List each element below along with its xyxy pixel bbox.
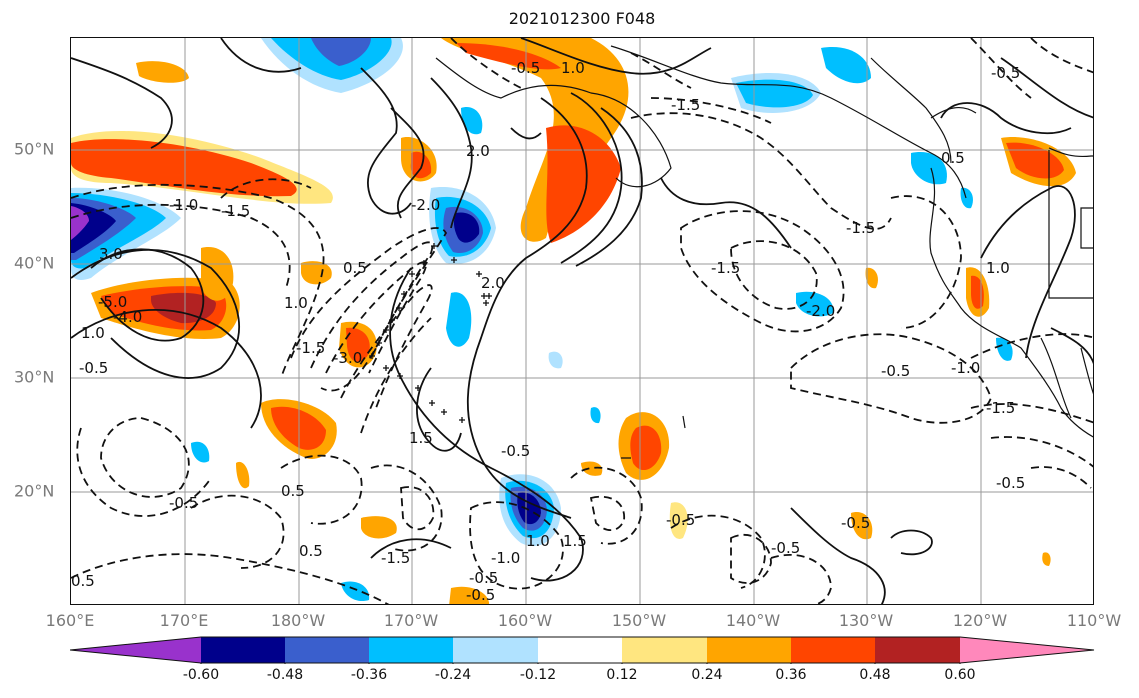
contour-label: 2.0 (481, 274, 505, 292)
lat-label: 30°N (14, 367, 55, 387)
contour-label: -1.0 (951, 359, 980, 377)
contour-label: -0.5 (466, 586, 495, 604)
contour-label: 0.5 (343, 259, 367, 277)
lon-label: 150°W (611, 611, 667, 630)
contour-label: -0.5 (469, 569, 498, 587)
contour-label: -2.0 (806, 302, 835, 320)
contour-label: -0.5 (511, 59, 540, 77)
contour-label: -1.5 (846, 219, 875, 237)
map-panel: -5.0 3.0 -4.0 1.0 -0.5 -1.5 -1.0 1.0 0.5… (70, 37, 1094, 605)
colorbar-segment (369, 637, 453, 663)
contour-label: 1.0 (81, 324, 105, 342)
lon-label: 180°W (270, 611, 326, 630)
colorbar-segment (960, 637, 1094, 663)
contour-label: -0.5 (996, 474, 1025, 492)
lat-label: 40°N (14, 253, 55, 273)
contour-label: -1.5 (671, 96, 700, 114)
colorbar-tick: -0.12 (519, 667, 557, 683)
plus-markers (369, 243, 492, 423)
contour-labels: -5.0 3.0 -4.0 1.0 -0.5 -1.5 -1.0 1.0 0.5… (71, 59, 1025, 604)
contour-label: 2.0 (466, 142, 490, 160)
contour-label: -1.5 (221, 202, 250, 220)
contour-label: -0.5 (771, 539, 800, 557)
lat-label: 20°N (14, 481, 55, 501)
contour-label: 1.5 (563, 532, 587, 550)
colorbar-segment (70, 637, 201, 663)
contour-label: -0.5 (991, 64, 1020, 82)
contour-label: -1.5 (296, 339, 325, 357)
map-title: 2021012300 F048 (508, 9, 656, 28)
contour-label: 1.0 (561, 59, 585, 77)
contour-label: 0.5 (941, 149, 965, 167)
lon-label: 160°E (45, 611, 95, 630)
contour-label: 1.5 (409, 429, 433, 447)
contour-label: -1.0 (491, 549, 520, 567)
colorbar-tick: 0.24 (691, 667, 723, 683)
contour-label: -0.5 (881, 362, 910, 380)
lon-label: 160°W (497, 611, 553, 630)
colorbar-segments (70, 636, 1095, 664)
colorbar-segment (622, 637, 707, 663)
contour-label: 1.0 (284, 294, 308, 312)
lon-label: 170°E (159, 611, 209, 630)
lat-label: 50°N (14, 139, 55, 159)
contour-label: -0.5 (841, 514, 870, 532)
colorbar-segment (201, 637, 285, 663)
colorbar-tick: -0.60 (182, 667, 220, 683)
colorbar (70, 636, 1095, 664)
colorbar-tick: -0.24 (434, 667, 472, 683)
lon-label: 110°W (1066, 611, 1122, 630)
contour-label: -0.5 (501, 442, 530, 460)
contour-label: -0.5 (169, 494, 198, 512)
contour-label: -3.0 (333, 349, 362, 367)
lon-label: 170°W (383, 611, 439, 630)
contour-label: 0.5 (281, 482, 305, 500)
colorbar-tick: 0.36 (775, 667, 807, 683)
contour-label: 1.0 (526, 532, 550, 550)
contour-label: -5.0 (98, 293, 127, 311)
colorbar-tick: 0.12 (606, 667, 638, 683)
lon-label: 140°W (725, 611, 781, 630)
contour-label: -1.5 (711, 259, 740, 277)
colorbar-segment (285, 637, 369, 663)
contour-label: -0.5 (79, 359, 108, 377)
map-canvas: -5.0 3.0 -4.0 1.0 -0.5 -1.5 -1.0 1.0 0.5… (71, 38, 1093, 604)
contour-label: -1.5 (381, 549, 410, 567)
contour-label: -4.0 (113, 308, 142, 326)
contour-label: -2.0 (411, 196, 440, 214)
colorbar-segment (875, 637, 960, 663)
contour-label: -1.0 (169, 196, 198, 214)
colorbar-tick: 0.48 (859, 667, 891, 683)
contour-label: 0.5 (71, 572, 95, 590)
contour-label: -0.5 (666, 511, 695, 529)
contours-positive (71, 38, 1093, 604)
contour-label: 0.5 (299, 542, 323, 560)
colorbar-tick: 0.60 (944, 667, 976, 683)
colorbar-segment (538, 637, 622, 663)
contour-label: 1.0 (986, 259, 1010, 277)
graticule (71, 38, 1093, 604)
shaded-anomalies (71, 38, 1076, 604)
lon-label: 130°W (838, 611, 894, 630)
lon-label: 120°W (952, 611, 1008, 630)
contour-label: -1.5 (986, 399, 1015, 417)
coastlines (435, 45, 1093, 459)
colorbar-segment (453, 637, 538, 663)
contours-negative (71, 38, 1093, 604)
colorbar-tick: -0.36 (350, 667, 388, 683)
colorbar-segment (707, 637, 791, 663)
colorbar-tick: -0.48 (266, 667, 304, 683)
colorbar-segment (791, 637, 875, 663)
contour-label: 3.0 (99, 245, 123, 263)
